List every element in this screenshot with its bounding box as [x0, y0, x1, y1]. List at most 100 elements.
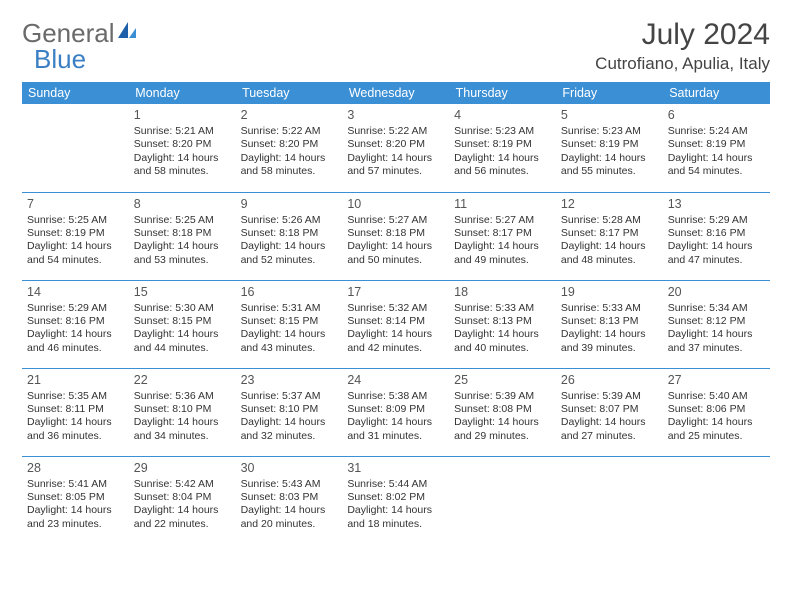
- calendar-table: SundayMondayTuesdayWednesdayThursdayFrid…: [22, 82, 770, 544]
- day-detail: Sunrise: 5:29 AM: [27, 302, 124, 315]
- day-number: 20: [668, 284, 765, 300]
- day-detail: Sunset: 8:05 PM: [27, 491, 124, 504]
- day-cell: 19Sunrise: 5:33 AMSunset: 8:13 PMDayligh…: [556, 280, 663, 368]
- day-detail: Sunset: 8:20 PM: [134, 138, 231, 151]
- day-cell: 17Sunrise: 5:32 AMSunset: 8:14 PMDayligh…: [342, 280, 449, 368]
- day-number: 23: [241, 372, 338, 388]
- day-detail: and 37 minutes.: [668, 342, 765, 355]
- day-detail: Sunset: 8:19 PM: [668, 138, 765, 151]
- day-number: 19: [561, 284, 658, 300]
- day-detail: Sunrise: 5:40 AM: [668, 390, 765, 403]
- day-detail: Sunset: 8:09 PM: [347, 403, 444, 416]
- day-cell: 4Sunrise: 5:23 AMSunset: 8:19 PMDaylight…: [449, 104, 556, 192]
- day-detail: Daylight: 14 hours: [27, 240, 124, 253]
- day-detail: Sunrise: 5:25 AM: [27, 214, 124, 227]
- day-detail: and 34 minutes.: [134, 430, 231, 443]
- weekday-header: Friday: [556, 82, 663, 104]
- week-row: 28Sunrise: 5:41 AMSunset: 8:05 PMDayligh…: [22, 456, 770, 544]
- day-number: 24: [347, 372, 444, 388]
- day-detail: Sunrise: 5:28 AM: [561, 214, 658, 227]
- sail-icon: [116, 18, 138, 49]
- day-number: 25: [454, 372, 551, 388]
- day-detail: Sunset: 8:20 PM: [241, 138, 338, 151]
- day-detail: Sunrise: 5:44 AM: [347, 478, 444, 491]
- day-detail: Sunset: 8:20 PM: [347, 138, 444, 151]
- day-detail: Sunrise: 5:26 AM: [241, 214, 338, 227]
- day-detail: Sunset: 8:13 PM: [454, 315, 551, 328]
- day-number: 6: [668, 107, 765, 123]
- title-block: July 2024 Cutrofiano, Apulia, Italy: [595, 18, 770, 74]
- day-detail: Sunrise: 5:22 AM: [241, 125, 338, 138]
- day-number: 1: [134, 107, 231, 123]
- day-detail: Sunrise: 5:23 AM: [561, 125, 658, 138]
- day-detail: and 40 minutes.: [454, 342, 551, 355]
- day-detail: Sunrise: 5:41 AM: [27, 478, 124, 491]
- day-number: 12: [561, 196, 658, 212]
- day-detail: Sunset: 8:08 PM: [454, 403, 551, 416]
- day-detail: Daylight: 14 hours: [134, 328, 231, 341]
- day-detail: Sunset: 8:13 PM: [561, 315, 658, 328]
- day-cell: [22, 104, 129, 192]
- day-detail: and 29 minutes.: [454, 430, 551, 443]
- day-detail: Sunrise: 5:33 AM: [454, 302, 551, 315]
- day-cell: 25 Sunrise: 5:39 AMSunset: 8:08 PMDayligh…: [449, 368, 556, 456]
- day-cell: 31Sunrise: 5:44 AMSunset: 8:02 PMDayligh…: [342, 456, 449, 544]
- day-cell: 5Sunrise: 5:23 AMSunset: 8:19 PMDaylight…: [556, 104, 663, 192]
- day-detail: Sunrise: 5:39 AM: [454, 390, 551, 403]
- day-number: 7: [27, 196, 124, 212]
- day-detail: Daylight: 14 hours: [454, 240, 551, 253]
- day-number: 31: [347, 460, 444, 476]
- day-number: 8: [134, 196, 231, 212]
- day-detail: and 22 minutes.: [134, 518, 231, 531]
- day-cell: 30Sunrise: 5:43 AMSunset: 8:03 PMDayligh…: [236, 456, 343, 544]
- day-detail: and 58 minutes.: [241, 165, 338, 178]
- day-cell: 21Sunrise: 5:35 AMSunset: 8:11 PMDayligh…: [22, 368, 129, 456]
- day-detail: and 54 minutes.: [668, 165, 765, 178]
- day-detail: Daylight: 14 hours: [668, 328, 765, 341]
- day-number: 5: [561, 107, 658, 123]
- day-detail: Sunset: 8:04 PM: [134, 491, 231, 504]
- day-number: 30: [241, 460, 338, 476]
- week-row: 7Sunrise: 5:25 AMSunset: 8:19 PMDaylight…: [22, 192, 770, 280]
- day-detail: Daylight: 14 hours: [241, 152, 338, 165]
- day-detail: Sunrise: 5:21 AM: [134, 125, 231, 138]
- day-detail: Sunset: 8:15 PM: [134, 315, 231, 328]
- day-detail: and 56 minutes.: [454, 165, 551, 178]
- day-detail: Sunset: 8:18 PM: [347, 227, 444, 240]
- day-cell: 24Sunrise: 5:38 AMSunset: 8:09 PMDayligh…: [342, 368, 449, 456]
- day-detail: Sunrise: 5:22 AM: [347, 125, 444, 138]
- day-number: 9: [241, 196, 338, 212]
- day-detail: and 27 minutes.: [561, 430, 658, 443]
- day-cell: [449, 456, 556, 544]
- day-detail: and 46 minutes.: [27, 342, 124, 355]
- calendar-head: SundayMondayTuesdayWednesdayThursdayFrid…: [22, 82, 770, 104]
- week-row: 21Sunrise: 5:35 AMSunset: 8:11 PMDayligh…: [22, 368, 770, 456]
- day-detail: Sunset: 8:06 PM: [668, 403, 765, 416]
- day-detail: Sunset: 8:16 PM: [668, 227, 765, 240]
- day-cell: 12Sunrise: 5:28 AMSunset: 8:17 PMDayligh…: [556, 192, 663, 280]
- day-detail: Daylight: 14 hours: [241, 328, 338, 341]
- day-detail: Daylight: 14 hours: [561, 416, 658, 429]
- day-number: 2: [241, 107, 338, 123]
- day-detail: and 25 minutes.: [668, 430, 765, 443]
- day-number: 13: [668, 196, 765, 212]
- day-detail: Sunrise: 5:29 AM: [668, 214, 765, 227]
- day-cell: 14Sunrise: 5:29 AMSunset: 8:16 PMDayligh…: [22, 280, 129, 368]
- day-detail: Daylight: 14 hours: [454, 152, 551, 165]
- weekday-header: Sunday: [22, 82, 129, 104]
- day-detail: Daylight: 14 hours: [241, 504, 338, 517]
- day-detail: and 49 minutes.: [454, 254, 551, 267]
- day-cell: 22Sunrise: 5:36 AMSunset: 8:10 PMDayligh…: [129, 368, 236, 456]
- day-number: 26: [561, 372, 658, 388]
- day-detail: Sunrise: 5:43 AM: [241, 478, 338, 491]
- day-detail: Daylight: 14 hours: [27, 504, 124, 517]
- day-number: 18: [454, 284, 551, 300]
- day-detail: Sunrise: 5:35 AM: [27, 390, 124, 403]
- day-detail: Sunrise: 5:38 AM: [347, 390, 444, 403]
- day-cell: 3Sunrise: 5:22 AMSunset: 8:20 PMDaylight…: [342, 104, 449, 192]
- day-detail: and 57 minutes.: [347, 165, 444, 178]
- day-detail: Daylight: 14 hours: [454, 416, 551, 429]
- month-title: July 2024: [595, 18, 770, 52]
- day-detail: Sunset: 8:16 PM: [27, 315, 124, 328]
- day-detail: and 50 minutes.: [347, 254, 444, 267]
